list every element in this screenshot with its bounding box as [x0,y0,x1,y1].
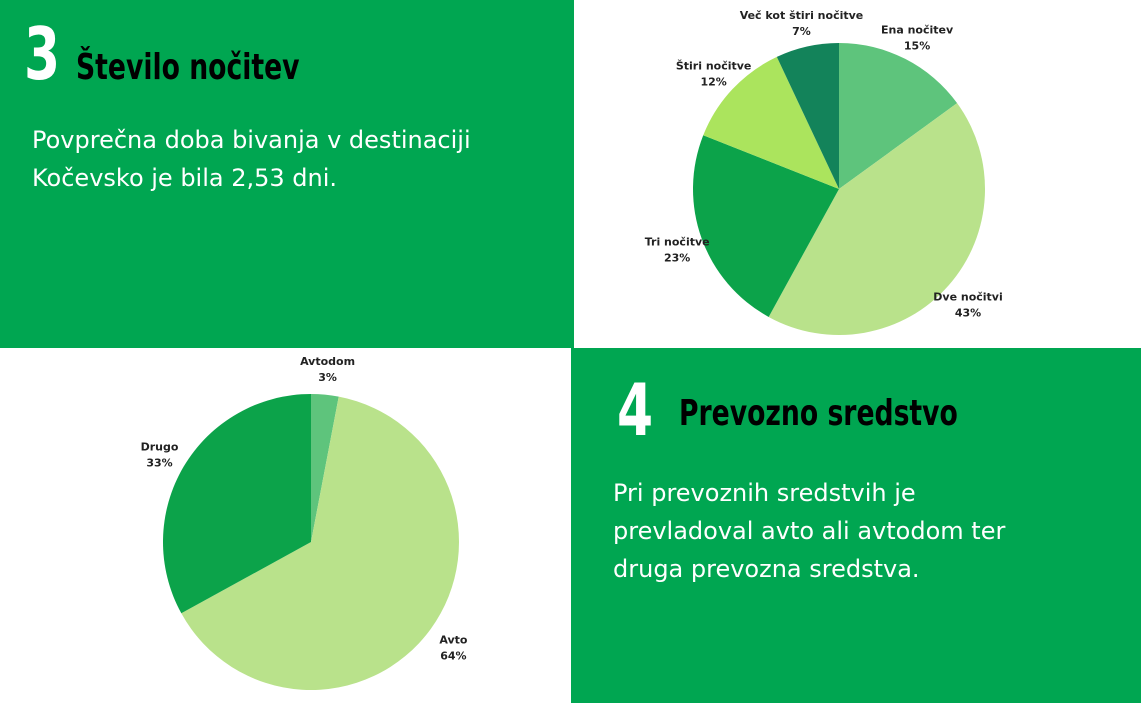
body-line: Povprečna doba bivanja v destinaciji [32,126,471,154]
pie-slice [693,135,839,317]
slice-category-label: Več kot štiri nočitve [740,9,864,22]
nights-pie-svg: Ena nočitev 15% Dve nočitvi 43% Tri nočitve 2… [645,9,1003,335]
slice-category-label: Ena nočitev [881,24,954,37]
slice-value-label: 64% [440,649,466,662]
slice-value-label: 7% [792,25,811,38]
pie-slice [311,394,339,542]
slice-value-label: 33% [146,456,172,469]
slice-value-label: 3% [318,371,337,384]
slice-category-label: Dve nočitvi [933,291,1002,304]
pie-slice [181,396,460,690]
section-title: Prevozno sredstvo [679,393,958,434]
section-4-panel: 4 Prevozno sredstvo Pri prevoznih sredst… [571,348,1141,703]
pie-slice [768,103,985,335]
section-number: 4 [617,368,654,452]
section-3-panel: 3 Število nočitev Povprečna doba bivanja… [0,0,574,348]
section-title: Število nočitev [76,47,300,88]
body-line: druga prevozna sredstva. [613,555,920,583]
pie-slice [839,43,958,189]
transport-pie-chart: Avtodom 3% Avto 64% Drugo 33% [0,348,571,703]
slice-category-label: Avtodom [300,355,355,368]
section-body: Pri prevoznih sredstvih je prevladoval a… [613,474,1005,588]
section-body: Povprečna doba bivanja v destinaciji Koč… [32,121,471,197]
slice-value-label: 23% [664,251,690,264]
slice-value-label: 15% [904,40,930,53]
slice-category-label: Tri nočitve [645,235,710,248]
pie-slice [776,43,839,189]
slice-category-label: Drugo [141,440,179,453]
nights-pie-chart: Ena nočitev 15% Dve nočitvi 43% Tri nočitve 2… [574,0,1141,348]
body-line: Pri prevoznih sredstvih je [613,479,916,507]
slice-value-label: 43% [955,307,981,320]
slice-category-label: Štiri nočitve [676,59,752,72]
body-line: prevladoval avto ali avtodom ter [613,517,1006,545]
pie-slice [163,394,311,614]
body-line: Kočevsko je bila 2,53 dni. [32,164,338,192]
transport-pie-svg: Avtodom 3% Avto 64% Drugo 33% [141,355,468,690]
section-number: 3 [24,12,61,96]
pie-slice [703,56,839,189]
slice-category-label: Avto [439,633,468,646]
slice-value-label: 12% [700,75,726,88]
